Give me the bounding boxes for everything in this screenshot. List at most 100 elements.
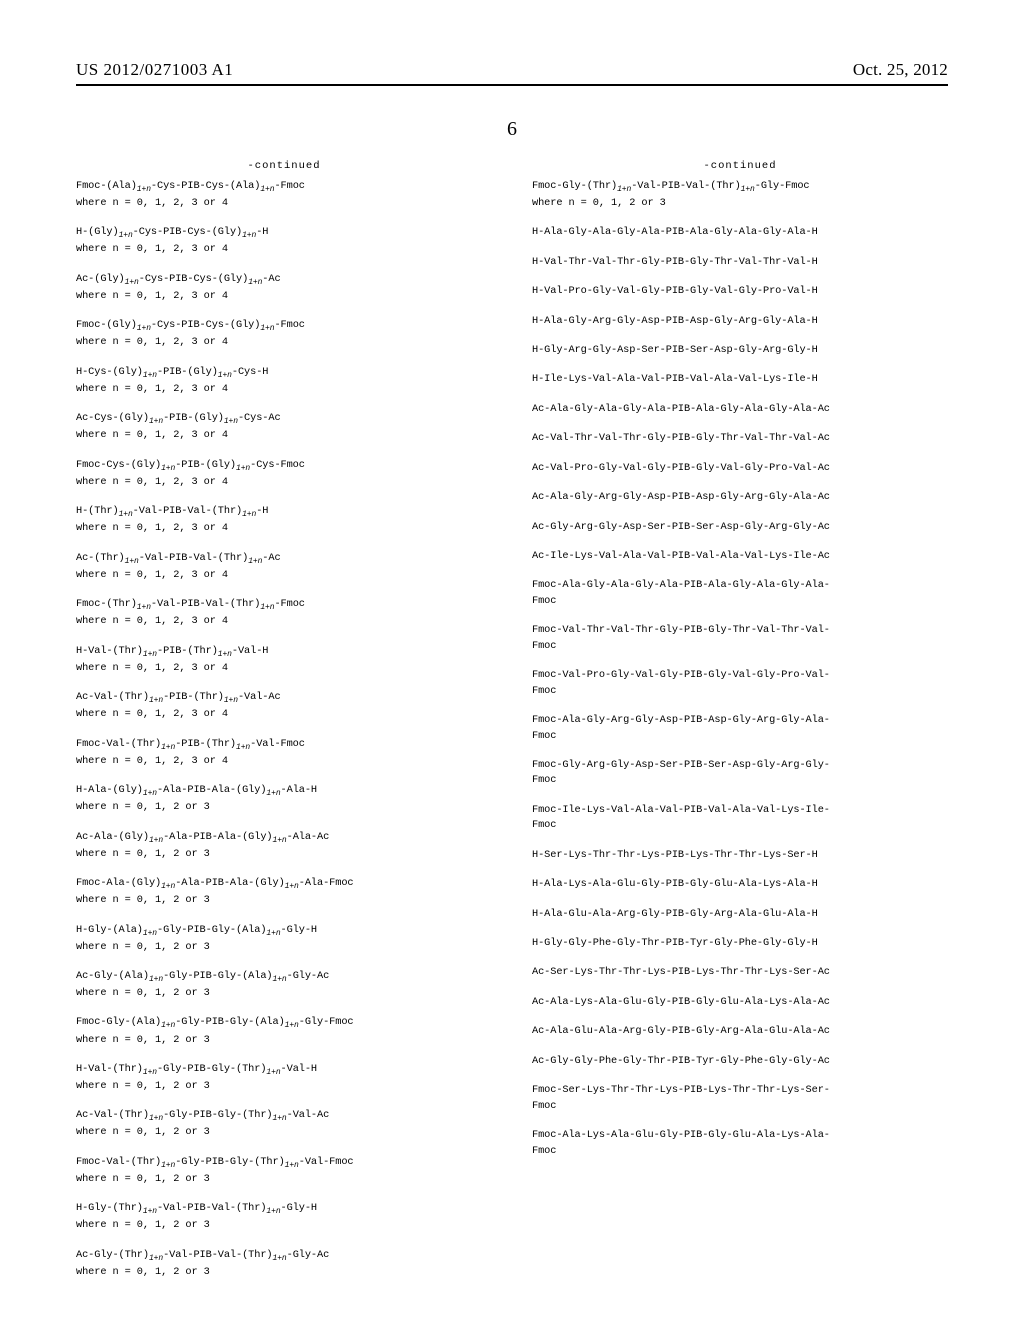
sequence-line: Ac-(Thr)1+n-Val-PIB-Val-(Thr)1+n-Ac (76, 551, 492, 568)
sequence-line: Ac-Gly-(Ala)1+n-Gly-PIB-Gly-(Ala)1+n-Gly… (76, 969, 492, 986)
sequence-block: Fmoc-Val-(Thr)1+n-PIB-(Thr)1+n-Val-Fmocw… (76, 737, 492, 769)
sequence-block: H-Ala-Lys-Ala-Glu-Gly-PIB-Gly-Glu-Ala-Ly… (532, 877, 948, 892)
sequence-block: Fmoc-Ala-(Gly)1+n-Ala-PIB-Ala-(Gly)1+n-A… (76, 876, 492, 908)
content-columns: -continued Fmoc-(Ala)1+n-Cys-PIB-Cys-(Al… (76, 159, 948, 1294)
where-clause: where n = 0, 1, 2 or 3 (76, 800, 492, 815)
sequence-line: Ac-Ala-Glu-Ala-Arg-Gly-PIB-Gly-Arg-Ala-G… (532, 1024, 948, 1039)
sequence-line: H-Val-Thr-Val-Thr-Gly-PIB-Gly-Thr-Val-Th… (532, 255, 948, 270)
sequence-block: H-Gly-Arg-Gly-Asp-Ser-PIB-Ser-Asp-Gly-Ar… (532, 343, 948, 358)
where-clause: where n = 0, 1, 2 or 3 (76, 893, 492, 908)
where-clause: where n = 0, 1, 2, 3 or 4 (76, 754, 492, 769)
sequence-line: Ac-(Gly)1+n-Cys-PIB-Cys-(Gly)1+n-Ac (76, 272, 492, 289)
sequence-block: Ac-Ala-Lys-Ala-Glu-Gly-PIB-Gly-Glu-Ala-L… (532, 995, 948, 1010)
sequence-line: H-Ile-Lys-Val-Ala-Val-PIB-Val-Ala-Val-Ly… (532, 372, 948, 387)
where-clause: where n = 0, 1, 2 or 3 (76, 1033, 492, 1048)
sequence-block: Ac-Ser-Lys-Thr-Thr-Lys-PIB-Lys-Thr-Thr-L… (532, 965, 948, 980)
where-clause: where n = 0, 1, 2 or 3 (532, 196, 948, 211)
sequence-block: Fmoc-Val-Pro-Gly-Val-Gly-PIB-Gly-Val-Gly… (532, 668, 948, 699)
sequence-line: Ac-Val-Thr-Val-Thr-Gly-PIB-Gly-Thr-Val-T… (532, 431, 948, 446)
where-clause: where n = 0, 1, 2, 3 or 4 (76, 242, 492, 257)
sequence-line: Fmoc-Cys-(Gly)1+n-PIB-(Gly)1+n-Cys-Fmoc (76, 458, 492, 475)
sequence-block: H-Cys-(Gly)1+n-PIB-(Gly)1+n-Cys-Hwhere n… (76, 365, 492, 397)
sequence-line: H-(Gly)1+n-Cys-PIB-Cys-(Gly)1+n-H (76, 225, 492, 242)
sequence-block: H-Ser-Lys-Thr-Thr-Lys-PIB-Lys-Thr-Thr-Ly… (532, 848, 948, 863)
sequence-line: Fmoc-Ser-Lys-Thr-Thr-Lys-PIB-Lys-Thr-Thr… (532, 1083, 948, 1098)
sequence-line: Fmoc (532, 729, 948, 744)
sequence-line: Ac-Val-(Thr)1+n-Gly-PIB-Gly-(Thr)1+n-Val… (76, 1108, 492, 1125)
sequence-block: Fmoc-Val-Thr-Val-Thr-Gly-PIB-Gly-Thr-Val… (532, 623, 948, 654)
sequence-block: H-Ile-Lys-Val-Ala-Val-PIB-Val-Ala-Val-Ly… (532, 372, 948, 387)
sequence-line: Fmoc (532, 1099, 948, 1114)
sequence-line: H-Val-(Thr)1+n-PIB-(Thr)1+n-Val-H (76, 644, 492, 661)
sequence-block: Ac-Ile-Lys-Val-Ala-Val-PIB-Val-Ala-Val-L… (532, 549, 948, 564)
sequence-block: H-Ala-Gly-Ala-Gly-Ala-PIB-Ala-Gly-Ala-Gl… (532, 225, 948, 240)
sequence-line: Fmoc-(Ala)1+n-Cys-PIB-Cys-(Ala)1+n-Fmoc (76, 179, 492, 196)
sequence-line: H-Val-(Thr)1+n-Gly-PIB-Gly-(Thr)1+n-Val-… (76, 1062, 492, 1079)
where-clause: where n = 0, 1, 2, 3 or 4 (76, 382, 492, 397)
sequence-line: Ac-Ser-Lys-Thr-Thr-Lys-PIB-Lys-Thr-Thr-L… (532, 965, 948, 980)
sequence-block: H-Ala-Gly-Arg-Gly-Asp-PIB-Asp-Gly-Arg-Gl… (532, 314, 948, 329)
sequence-line: Fmoc (532, 594, 948, 609)
continued-label-left: -continued (76, 159, 492, 175)
where-clause: where n = 0, 1, 2, 3 or 4 (76, 428, 492, 443)
sequence-block: Fmoc-Gly-(Ala)1+n-Gly-PIB-Gly-(Ala)1+n-G… (76, 1015, 492, 1047)
sequence-block: Fmoc-Gly-(Thr)1+n-Val-PIB-Val-(Thr)1+n-G… (532, 179, 948, 211)
where-clause: where n = 0, 1, 2 or 3 (76, 1079, 492, 1094)
where-clause: where n = 0, 1, 2 or 3 (76, 940, 492, 955)
sequence-block: Ac-Ala-Gly-Arg-Gly-Asp-PIB-Asp-Gly-Arg-G… (532, 490, 948, 505)
sequence-block: Fmoc-Ala-Lys-Ala-Glu-Gly-PIB-Gly-Glu-Ala… (532, 1128, 948, 1159)
sequence-block: Ac-Ala-Glu-Ala-Arg-Gly-PIB-Gly-Arg-Ala-G… (532, 1024, 948, 1039)
sequence-line: Ac-Gly-Gly-Phe-Gly-Thr-PIB-Tyr-Gly-Phe-G… (532, 1054, 948, 1069)
sequence-block: H-Gly-(Thr)1+n-Val-PIB-Val-(Thr)1+n-Gly-… (76, 1201, 492, 1233)
sequence-line: Fmoc-Val-Pro-Gly-Val-Gly-PIB-Gly-Val-Gly… (532, 668, 948, 683)
sequence-line: Ac-Val-Pro-Gly-Val-Gly-PIB-Gly-Val-Gly-P… (532, 461, 948, 476)
where-clause: where n = 0, 1, 2, 3 or 4 (76, 475, 492, 490)
sequence-block: H-Ala-(Gly)1+n-Ala-PIB-Ala-(Gly)1+n-Ala-… (76, 783, 492, 815)
sequence-block: Ac-Val-Thr-Val-Thr-Gly-PIB-Gly-Thr-Val-T… (532, 431, 948, 446)
where-clause: where n = 0, 1, 2, 3 or 4 (76, 614, 492, 629)
where-clause: where n = 0, 1, 2, 3 or 4 (76, 335, 492, 350)
sequence-line: Fmoc (532, 684, 948, 699)
sequence-block: Ac-Val-(Thr)1+n-PIB-(Thr)1+n-Val-Acwhere… (76, 690, 492, 722)
sequence-block: Fmoc-Ala-Gly-Ala-Gly-Ala-PIB-Ala-Gly-Ala… (532, 578, 948, 609)
sequence-block: Fmoc-Ser-Lys-Thr-Thr-Lys-PIB-Lys-Thr-Thr… (532, 1083, 948, 1114)
sequence-line: H-Ala-Gly-Arg-Gly-Asp-PIB-Asp-Gly-Arg-Gl… (532, 314, 948, 329)
sequence-block: Fmoc-(Thr)1+n-Val-PIB-Val-(Thr)1+n-Fmocw… (76, 597, 492, 629)
sequence-block: H-Val-Pro-Gly-Val-Gly-PIB-Gly-Val-Gly-Pr… (532, 284, 948, 299)
sequence-block: Fmoc-(Ala)1+n-Cys-PIB-Cys-(Ala)1+n-Fmocw… (76, 179, 492, 211)
sequence-block: H-Gly-(Ala)1+n-Gly-PIB-Gly-(Ala)1+n-Gly-… (76, 923, 492, 955)
sequence-line: Fmoc-Ile-Lys-Val-Ala-Val-PIB-Val-Ala-Val… (532, 803, 948, 818)
sequence-line: Ac-Ala-Lys-Ala-Glu-Gly-PIB-Gly-Glu-Ala-L… (532, 995, 948, 1010)
sequence-line: H-Ser-Lys-Thr-Thr-Lys-PIB-Lys-Thr-Thr-Ly… (532, 848, 948, 863)
sequence-line: H-Gly-(Ala)1+n-Gly-PIB-Gly-(Ala)1+n-Gly-… (76, 923, 492, 940)
page-header: US 2012/0271003 A1 Oct. 25, 2012 (76, 60, 948, 86)
sequence-line: Ac-Ala-Gly-Ala-Gly-Ala-PIB-Ala-Gly-Ala-G… (532, 402, 948, 417)
sequence-line: Fmoc (532, 818, 948, 833)
sequence-block: Ac-(Gly)1+n-Cys-PIB-Cys-(Gly)1+n-Acwhere… (76, 272, 492, 304)
where-clause: where n = 0, 1, 2 or 3 (76, 1218, 492, 1233)
sequence-line: Fmoc-Val-(Thr)1+n-Gly-PIB-Gly-(Thr)1+n-V… (76, 1155, 492, 1172)
sequence-line: Fmoc (532, 1144, 948, 1159)
sequence-line: H-Gly-Arg-Gly-Asp-Ser-PIB-Ser-Asp-Gly-Ar… (532, 343, 948, 358)
sequence-line: Fmoc-Gly-(Thr)1+n-Val-PIB-Val-(Thr)1+n-G… (532, 179, 948, 196)
sequence-line: H-Val-Pro-Gly-Val-Gly-PIB-Gly-Val-Gly-Pr… (532, 284, 948, 299)
where-clause: where n = 0, 1, 2 or 3 (76, 847, 492, 862)
sequence-block: Fmoc-(Gly)1+n-Cys-PIB-Cys-(Gly)1+n-Fmocw… (76, 318, 492, 350)
where-clause: where n = 0, 1, 2, 3 or 4 (76, 196, 492, 211)
sequence-line: Fmoc-Ala-Gly-Ala-Gly-Ala-PIB-Ala-Gly-Ala… (532, 578, 948, 593)
sequence-line: Ac-Ile-Lys-Val-Ala-Val-PIB-Val-Ala-Val-L… (532, 549, 948, 564)
sequence-line: Ac-Gly-Arg-Gly-Asp-Ser-PIB-Ser-Asp-Gly-A… (532, 520, 948, 535)
where-clause: where n = 0, 1, 2, 3 or 4 (76, 289, 492, 304)
sequence-block: Fmoc-Gly-Arg-Gly-Asp-Ser-PIB-Ser-Asp-Gly… (532, 758, 948, 789)
where-clause: where n = 0, 1, 2, 3 or 4 (76, 521, 492, 536)
sequence-block: Ac-Cys-(Gly)1+n-PIB-(Gly)1+n-Cys-Acwhere… (76, 411, 492, 443)
where-clause: where n = 0, 1, 2, 3 or 4 (76, 568, 492, 583)
sequence-block: Fmoc-Val-(Thr)1+n-Gly-PIB-Gly-(Thr)1+n-V… (76, 1155, 492, 1187)
continued-label-right: -continued (532, 159, 948, 175)
sequence-line: Fmoc (532, 639, 948, 654)
sequence-block: H-Val-(Thr)1+n-Gly-PIB-Gly-(Thr)1+n-Val-… (76, 1062, 492, 1094)
page-number: 6 (76, 118, 948, 141)
sequence-block: Ac-Gly-Arg-Gly-Asp-Ser-PIB-Ser-Asp-Gly-A… (532, 520, 948, 535)
sequence-line: Fmoc-Ala-Lys-Ala-Glu-Gly-PIB-Gly-Glu-Ala… (532, 1128, 948, 1143)
sequence-block: Ac-Gly-(Thr)1+n-Val-PIB-Val-(Thr)1+n-Gly… (76, 1248, 492, 1280)
